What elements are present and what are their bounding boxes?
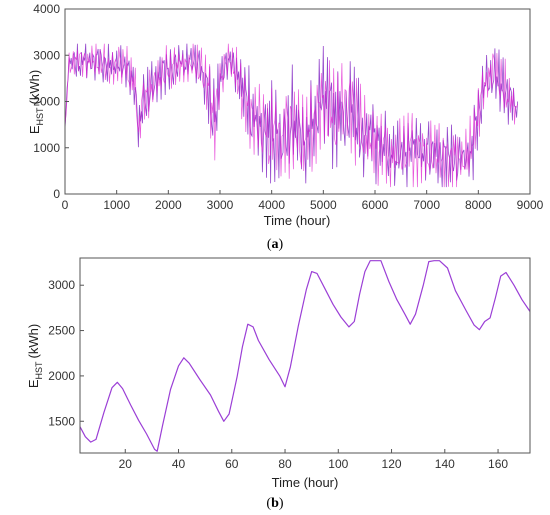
chart-a-x-tick-label: 1000: [103, 198, 130, 212]
chart-a-y-tick-label: 4000: [33, 2, 60, 16]
chart-a-x-axis-label: Time (hour): [264, 213, 331, 228]
chart-b-y-tick-label: 2500: [48, 324, 75, 338]
chart-b-x-axis-label: Time (hour): [272, 475, 339, 490]
chart-b-y-tick-label: 3000: [48, 278, 75, 292]
chart-a-y-label-main: E: [27, 125, 42, 134]
chart-a-x-tick-label: 8000: [465, 198, 492, 212]
chart-a-y-tick-label: 0: [53, 187, 60, 201]
panel-b-caption: (b): [266, 496, 283, 511]
chart-b-y-ticks: 1500 2000 2500 3000: [48, 278, 84, 428]
chart-a-x-tick-label: 3000: [207, 198, 234, 212]
chart-a-x-tick-label: 5000: [310, 198, 337, 212]
chart-b-series-line: [79, 260, 531, 452]
chart-b-y-axis-label: EHST (kWh): [26, 324, 44, 388]
chart-a: 0 1000 2000 3000 4000 5000 6000 7000 8000 9000 0 1…: [27, 2, 544, 252]
chart-a-x-ticks: 0 1000 2000 3000 4000 5000 6000 7000 8000 9000: [62, 190, 544, 212]
chart-b-x-tick-label: 60: [225, 457, 239, 471]
chart-a-x-tick-label: 2000: [155, 198, 182, 212]
chart-b-frame: [79, 257, 531, 454]
chart-a-x-tick-label: 9000: [517, 198, 544, 212]
chart-a-x-tick-label: 6000: [362, 198, 389, 212]
chart-b-y-label-main: E: [26, 379, 41, 388]
chart-b-x-tick-label: 140: [435, 457, 455, 471]
chart-b: 20 40 60 80 100 120 140 160 1500 2000 2500 3000 Ti…: [26, 257, 531, 511]
chart-b-y-label-unit: (kWh): [26, 324, 41, 359]
chart-a-plot-area: [64, 43, 518, 188]
chart-b-y-tick-label: 2000: [48, 369, 75, 383]
chart-b-x-tick-label: 80: [278, 457, 292, 471]
chart-b-plot-area: [79, 260, 531, 452]
chart-a-y-tick-label: 1000: [33, 141, 60, 155]
chart-b-x-tick-label: 100: [328, 457, 348, 471]
chart-a-x-tick-label: 7000: [413, 198, 440, 212]
chart-a-y-axis-label: EHST (kWh): [27, 70, 45, 134]
chart-a-y-label-sub: HST: [35, 107, 45, 126]
chart-b-y-label-sub: HST: [34, 361, 44, 380]
chart-a-x-tick-label: 4000: [258, 198, 285, 212]
chart-a-series-overlay-line: [64, 43, 518, 188]
chart-a-y-tick-label: 2000: [33, 95, 60, 109]
chart-a-y-ticks: 0 1000 2000 3000 4000: [33, 2, 69, 201]
chart-b-x-tick-label: 160: [488, 457, 508, 471]
chart-a-y-label-unit: (kWh): [27, 70, 42, 105]
chart-a-y-tick-label: 3000: [33, 48, 60, 62]
chart-a-x-tick-label: 0: [62, 198, 69, 212]
chart-b-y-tick-label: 1500: [48, 414, 75, 428]
chart-b-x-tick-label: 20: [119, 457, 133, 471]
chart-b-x-tick-label: 120: [382, 457, 402, 471]
chart-b-x-tick-label: 40: [172, 457, 186, 471]
panel-a-caption: (a): [267, 237, 284, 252]
chart-b-x-ticks: 20 40 60 80 100 120 140 160: [119, 449, 508, 471]
chart-a-series-line: [64, 43, 518, 188]
